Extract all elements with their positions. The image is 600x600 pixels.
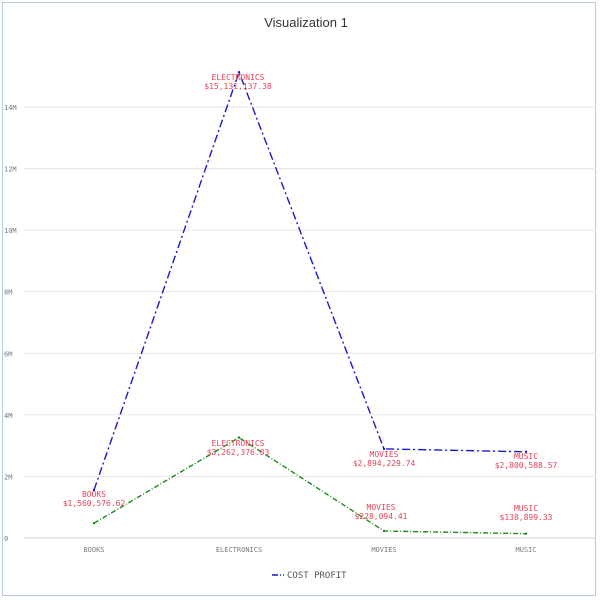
data-point-cost xyxy=(382,447,386,451)
data-label-cost: BOOKS$1,560,576.62 xyxy=(63,490,126,508)
data-label-value: $2,800,588.57 xyxy=(495,461,558,470)
x-tick-label: BOOKS xyxy=(83,546,104,554)
data-label-value: $15,131,137.38 xyxy=(204,82,272,91)
y-tick-label: 14M xyxy=(4,104,17,112)
y-tick-label: 0 xyxy=(4,535,8,543)
y-tick-label: 2M xyxy=(4,473,12,481)
data-label-cost: MUSIC$2,800,588.57 xyxy=(495,452,558,470)
data-label-value: $3,262,376.83 xyxy=(207,448,270,457)
series-line-profit xyxy=(93,436,527,535)
data-point-profit xyxy=(92,522,96,525)
data-label-cost: ELECTRONICS$15,131,137.38 xyxy=(204,73,272,91)
data-label-value: $138,899.33 xyxy=(500,513,553,522)
data-point-profit xyxy=(524,532,528,535)
data-point-cost xyxy=(524,450,528,453)
y-tick-label: 4M xyxy=(4,412,12,420)
data-point-profit xyxy=(382,529,386,533)
y-tick-label: 6M xyxy=(4,350,12,358)
data-label-category: ELECTRONICS xyxy=(212,439,265,448)
data-label-value: $1,560,576.62 xyxy=(63,499,126,508)
series-lines xyxy=(92,70,528,535)
chart-title: Visualization 1 xyxy=(264,15,348,30)
data-label-value: $228,094.41 xyxy=(355,512,408,521)
series-line-cost xyxy=(93,70,527,491)
data-point-cost xyxy=(92,488,96,492)
data-label-profit: ELECTRONICS$3,262,376.83 xyxy=(207,439,270,457)
legend-label: COST PROFIT xyxy=(287,571,347,581)
data-label-category: MUSIC xyxy=(514,504,538,513)
data-point-cost xyxy=(237,70,241,74)
y-tick-label: 12M xyxy=(4,166,17,174)
x-tick-label: MOVIES xyxy=(371,546,396,554)
x-tick-label: ELECTRONICS xyxy=(216,546,262,554)
data-labels: BOOKS$1,560,576.62ELECTRONICS$15,131,137… xyxy=(63,73,558,522)
data-label-category: MOVIES xyxy=(370,450,399,459)
data-label-category: ELECTRONICS xyxy=(212,73,265,82)
data-label-value: $2,894,229.74 xyxy=(353,459,416,468)
grid-lines xyxy=(24,106,596,539)
x-tick-label: MUSIC xyxy=(515,546,536,554)
legend[interactable]: COST PROFIT xyxy=(272,571,347,581)
data-label-category: BOOKS xyxy=(82,490,106,499)
data-label-category: MUSIC xyxy=(514,452,538,461)
data-point-profit xyxy=(237,436,241,439)
data-label-profit: MUSIC$138,899.33 xyxy=(500,504,553,522)
y-axis: 0 2M 4M 6M 8M 10M 12M 14M xyxy=(4,104,17,543)
data-label-profit: MOVIES$228,094.41 xyxy=(355,503,408,521)
y-tick-label: 8M xyxy=(4,289,12,297)
data-label-cost: MOVIES$2,894,229.74 xyxy=(353,450,416,468)
x-axis: BOOKS ELECTRONICS MOVIES MUSIC xyxy=(83,546,536,554)
data-label-category: MOVIES xyxy=(367,503,396,512)
y-tick-label: 10M xyxy=(4,227,17,235)
